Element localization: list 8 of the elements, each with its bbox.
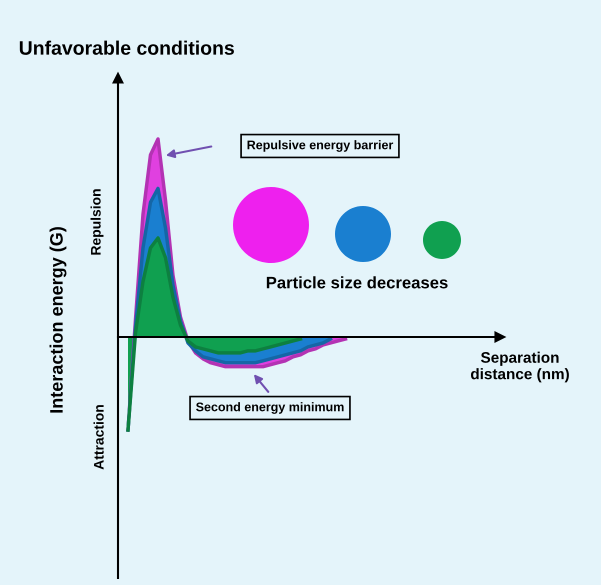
- text: Repulsion: [90, 189, 104, 255]
- annotation: Repulsive energy barrier: [248, 140, 394, 152]
- chart-title: Unfavorable conditions: [20, 40, 234, 55]
- y-axis-title: Interaction energy (G): [50, 227, 66, 413]
- text: Separation distance (nm): [470, 352, 569, 382]
- annotation: Particle size decreases: [266, 276, 448, 288]
- text: Attraction: [94, 405, 104, 470]
- annotation: Second energy minimum: [196, 402, 344, 414]
